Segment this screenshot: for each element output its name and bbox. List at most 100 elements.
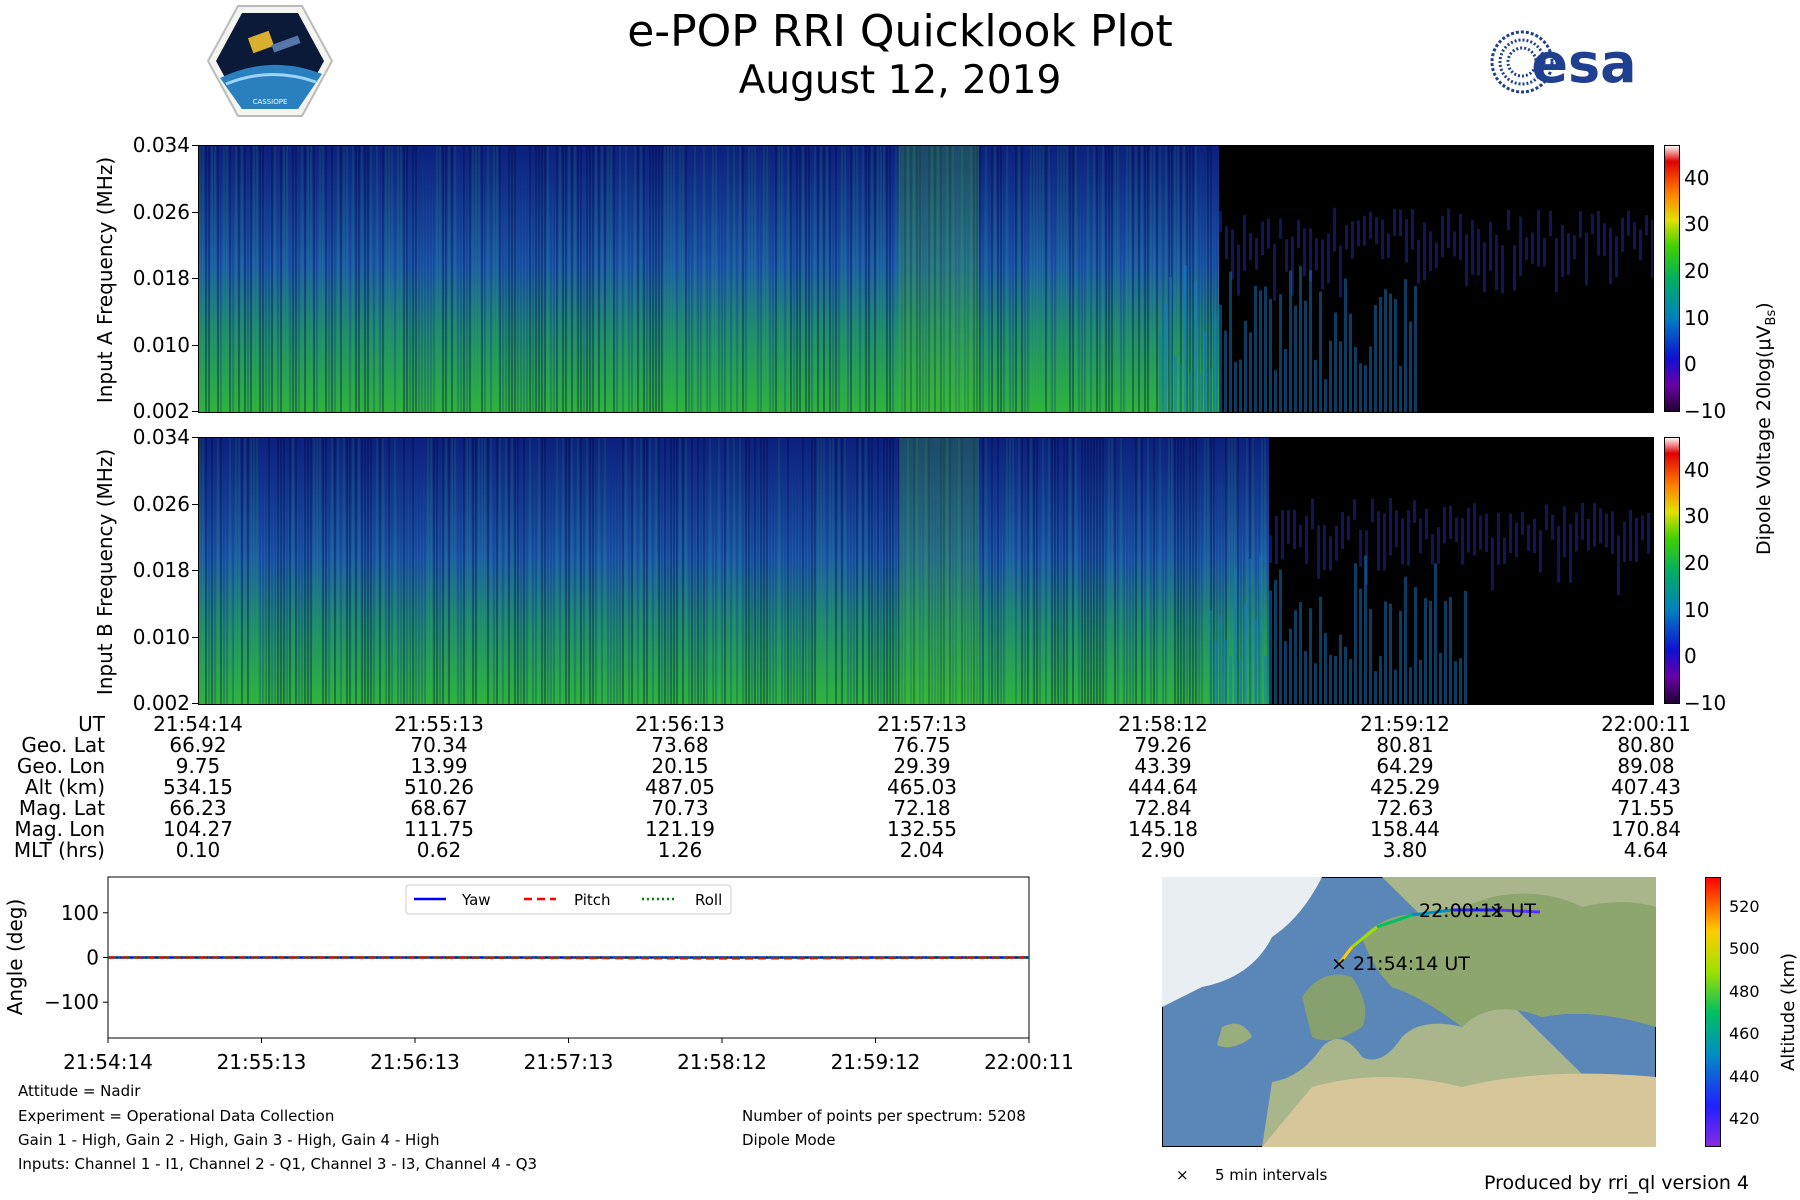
spectrogram-emission xyxy=(1285,239,1288,272)
spectrogram-stripe xyxy=(607,438,609,704)
spectrogram-stripe xyxy=(1015,438,1017,704)
spectrogram-stripe xyxy=(742,146,744,412)
spectrogram-stripe xyxy=(1078,146,1080,412)
spectrogram-emission xyxy=(1563,506,1566,558)
spectrogram-emission xyxy=(1513,245,1516,291)
spectrogram-stripe xyxy=(997,146,999,412)
spectrogram-stripe xyxy=(715,438,717,704)
spectrogram-stripe xyxy=(490,146,492,412)
spectrogram-emission xyxy=(1363,215,1366,246)
spectrogram-stripe xyxy=(640,146,642,412)
spectrogram-stripe xyxy=(499,438,501,704)
spectrogram-stripe xyxy=(790,438,792,704)
spectrogram-emission xyxy=(1423,222,1426,281)
spectrogram-stripe xyxy=(979,146,981,412)
ground-track-segment xyxy=(1351,925,1378,949)
spectrogram-stripe xyxy=(313,438,315,704)
spectrogram-stripe xyxy=(724,146,726,412)
ephemeris-cell: 2.04 xyxy=(899,838,945,862)
spectrogram-stripe xyxy=(775,146,777,412)
cassiope-logo: CASSIOPE xyxy=(206,5,334,117)
altitude-tick-label: 520 xyxy=(1729,896,1760,916)
spectrogram-stripe xyxy=(355,146,357,412)
spectrogram-emission xyxy=(1621,217,1624,252)
legend-roll: Roll xyxy=(695,891,722,909)
spectrogram-stripe xyxy=(931,146,933,412)
spectrogram-stripe xyxy=(253,438,255,704)
spectrogram-stripe xyxy=(706,146,708,412)
spectrogram-spike xyxy=(1324,379,1327,412)
spectrogram-stripe xyxy=(877,146,879,412)
spectrogram-stripe xyxy=(1006,146,1008,412)
spectrogram-stripe xyxy=(532,146,534,412)
spectrogram-spike xyxy=(1399,610,1402,704)
spectrogram-emission xyxy=(1501,245,1504,294)
freq-tick-mark xyxy=(192,278,198,279)
spectrogram-stripe xyxy=(712,146,714,412)
spectrogram-spike xyxy=(1419,659,1422,704)
spectrogram-stripe xyxy=(1045,146,1047,412)
spectrogram-emission xyxy=(1629,510,1632,561)
spectrogram-stripe xyxy=(217,146,219,412)
colorbar-tick-label: 0 xyxy=(1684,644,1697,669)
freq-tick-label: 0.018 xyxy=(132,266,190,290)
altitude-tick-label: 500 xyxy=(1729,939,1760,959)
spectrogram-emission xyxy=(1261,221,1264,256)
spectrogram-stripe xyxy=(514,146,516,412)
spectrogram-stripe xyxy=(1153,438,1155,704)
spectrogram-emission xyxy=(1425,508,1428,540)
spectrogram-emission xyxy=(1477,229,1480,276)
spectrogram-stripe xyxy=(565,438,567,704)
spectrogram-stripe xyxy=(1216,146,1218,412)
spectrogram-stripe xyxy=(601,438,603,704)
spectrogram-stripe xyxy=(286,438,288,704)
spectrogram-stripe xyxy=(292,146,294,412)
spectrogram-emission xyxy=(1597,210,1600,256)
spectrogram-stripe xyxy=(1054,438,1056,704)
spectrogram-emission xyxy=(1605,513,1608,548)
spectrogram-stripe xyxy=(505,438,507,704)
spectrogram-stripe xyxy=(1111,438,1113,704)
freq-tick-label: 0.034 xyxy=(132,133,190,157)
spectrogram-stripe xyxy=(508,438,510,704)
spectrogram-stripe xyxy=(847,146,849,412)
ground-track-segment xyxy=(1337,946,1354,965)
ephemeris-cell: 68.67 xyxy=(410,796,468,820)
spectrogram-stripe xyxy=(487,438,489,704)
spectrogram-stripe xyxy=(754,438,756,704)
spectrogram-stripe xyxy=(1051,438,1053,704)
spectrogram-stripe xyxy=(262,146,264,412)
spectrogram-stripe xyxy=(1048,438,1050,704)
colorbar-tick-label: 10 xyxy=(1684,597,1710,622)
spectrogram-emission xyxy=(1633,221,1636,250)
spectrogram-stripe xyxy=(1216,438,1218,704)
spectrogram-stripe xyxy=(994,146,996,412)
spectrogram-stripe xyxy=(1231,438,1233,704)
spectrogram-emission xyxy=(1645,215,1648,236)
spectrogram-spike xyxy=(1249,558,1252,704)
ephemeris-row-label: Alt (km) xyxy=(24,775,105,799)
spectrogram-spike xyxy=(1219,304,1222,412)
ground-track-segment xyxy=(1376,913,1413,929)
spectrogram-stripe xyxy=(721,438,723,704)
spectrogram-spike xyxy=(1309,270,1312,412)
spectrogram-spike xyxy=(1234,568,1237,704)
ephemeris-cell: 4.64 xyxy=(1623,838,1669,862)
spectrogram-stripe xyxy=(214,438,216,704)
ephemeris-cell: 79.26 xyxy=(1134,733,1192,757)
spectrogram-stripe xyxy=(1138,438,1140,704)
spectrogram-stripe xyxy=(331,438,333,704)
spectrogram-stripe xyxy=(652,146,654,412)
spectrogram-stripe xyxy=(520,438,522,704)
spectrogram-stripe xyxy=(826,146,828,412)
spectrogram-stripe xyxy=(727,146,729,412)
spectrogram-spike xyxy=(1379,296,1382,412)
spectrogram-stripe xyxy=(631,146,633,412)
spectrogram-stripe xyxy=(649,438,651,704)
spectrogram-stripe xyxy=(1018,438,1020,704)
spectrogram-stripe xyxy=(820,146,822,412)
spectrogram-emission xyxy=(1479,515,1482,550)
spectrogram-stripe xyxy=(727,438,729,704)
spectrogram-stripe xyxy=(697,146,699,412)
spectrogram-stripe xyxy=(421,438,423,704)
